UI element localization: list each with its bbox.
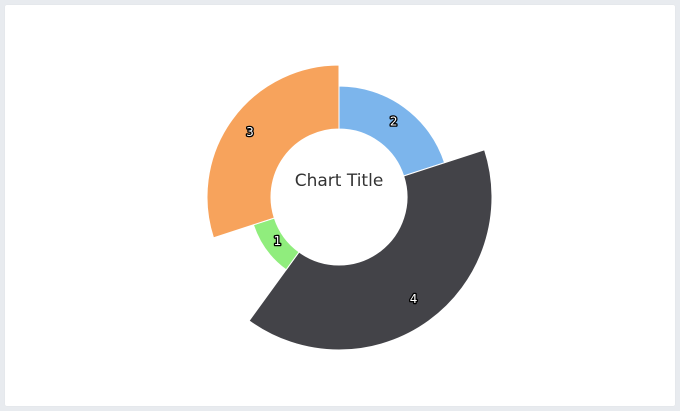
data-label-2: 2 xyxy=(390,114,398,128)
data-label-1: 1 xyxy=(274,234,282,248)
donut-hole xyxy=(271,129,407,265)
labels-group: 2 4 1 3 xyxy=(245,113,419,308)
donut-chart: Chart Title 2 4 1 3 xyxy=(206,64,493,351)
slices-group xyxy=(206,64,493,351)
chart-title: Chart Title xyxy=(295,171,384,191)
chart-card: Chart Title 2 4 1 3 xyxy=(5,5,675,406)
data-label-3: 3 xyxy=(246,125,254,139)
data-label-4: 4 xyxy=(410,292,418,306)
